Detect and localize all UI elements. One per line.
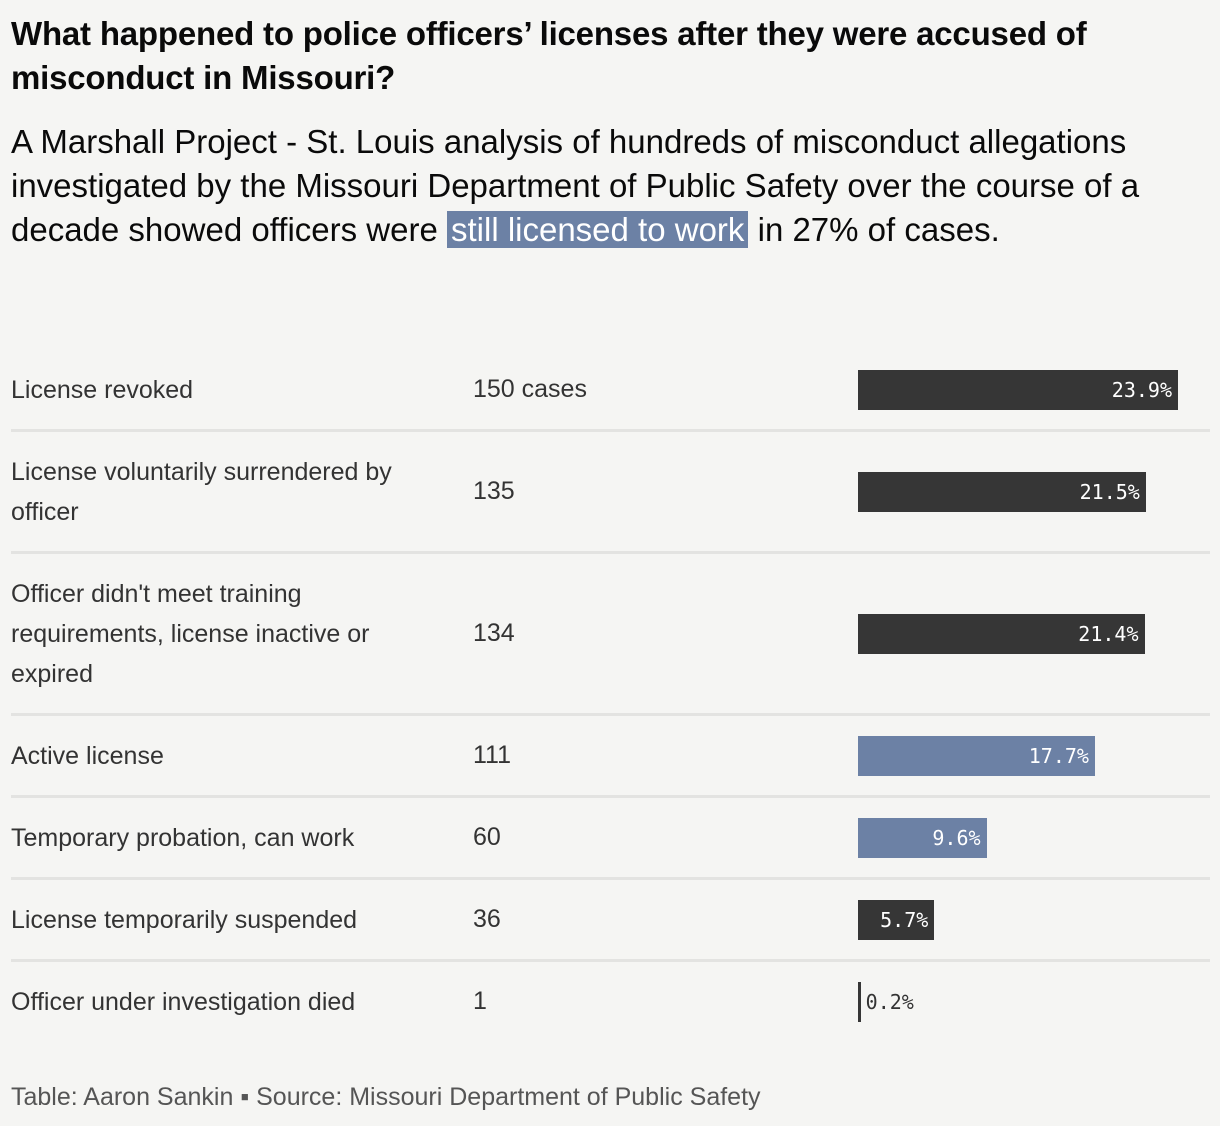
row-label: Officer under investigation died [11, 987, 356, 1016]
row-count: 134 [473, 619, 515, 647]
row-label: License voluntarily surrendered by offic… [11, 457, 392, 526]
row-count: 36 [473, 905, 501, 933]
bar: 0.2% [858, 981, 914, 1022]
subtitle-text-end: in 27% of cases. [748, 211, 1000, 248]
chart-title: What happened to police officers’ licens… [11, 15, 1087, 96]
bar-cell: 21.5% [858, 432, 1210, 551]
bar-value-label: 23.9% [1111, 377, 1172, 402]
table-row: Temporary probation, can work 60 9.6% [11, 798, 1210, 880]
bar-value-label: 17.7% [1028, 743, 1089, 768]
bar-cell: 17.7% [858, 716, 1210, 795]
source-note: Table: Aaron Sankin ▪ Source: Missouri D… [11, 1083, 761, 1111]
subtitle-highlight: still licensed to work [446, 211, 749, 248]
bar: 23.9% [858, 369, 1178, 410]
table-row: Active license 111 17.7% [11, 716, 1210, 798]
bar-cell: 23.9% [858, 350, 1210, 429]
table-row: License voluntarily surrendered by offic… [11, 432, 1210, 554]
table-row: License temporarily suspended 36 5.7% [11, 880, 1210, 962]
data-table: License revoked 150 cases 23.9% License vol… [11, 350, 1210, 1041]
bar: 9.6% [858, 817, 987, 858]
row-label: Temporary probation, can work [11, 823, 355, 852]
bar-value-label: 5.7% [880, 907, 929, 932]
table-row: Officer didn't meet training requirement… [11, 554, 1210, 716]
bar-value-label: 0.2% [865, 989, 914, 1014]
row-count: 111 [473, 741, 512, 769]
bar-value-label: 21.4% [1078, 621, 1139, 646]
bar: 21.4% [858, 613, 1145, 654]
row-count: 1 [473, 987, 487, 1015]
bar-cell: 0.2% [858, 962, 1210, 1041]
bar-cell: 21.4% [858, 554, 1210, 713]
table-row: License revoked 150 cases 23.9% [11, 350, 1210, 432]
table-row: Officer under investigation died 1 0.2% [11, 962, 1210, 1041]
row-label: License temporarily suspended [11, 905, 358, 934]
bar: 17.7% [858, 735, 1095, 776]
row-label: License revoked [11, 375, 194, 404]
row-count: 150 cases [473, 375, 587, 403]
row-count: 135 [473, 477, 515, 505]
bar-value-label: 9.6% [932, 825, 981, 850]
subtitle-text: A Marshall Project - St. Louis analysis … [11, 123, 1140, 248]
bar-value-label: 21.5% [1079, 479, 1140, 504]
row-label: Active license [11, 741, 164, 770]
row-label: Officer didn't meet training requirement… [11, 579, 370, 688]
bar-cell: 9.6% [858, 798, 1210, 877]
row-count: 60 [473, 823, 501, 851]
bar: 21.5% [858, 471, 1146, 512]
chart-subtitle: A Marshall Project - St. Louis analysis … [11, 120, 1216, 252]
bar: 5.7% [858, 899, 935, 940]
bar-cell: 5.7% [858, 880, 1210, 959]
